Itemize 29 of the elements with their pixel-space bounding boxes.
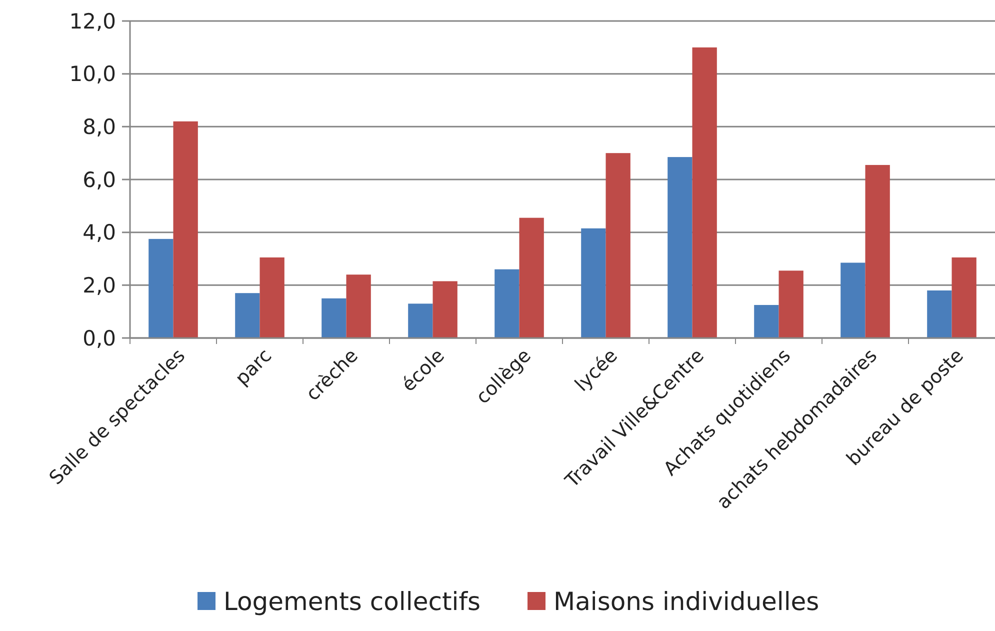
bar <box>865 164 890 338</box>
bar <box>692 47 717 338</box>
bar <box>148 238 174 338</box>
y-tick-label: 6,0 <box>82 168 116 192</box>
bar <box>606 153 630 338</box>
bar <box>668 157 692 338</box>
y-tick-label: 2,0 <box>82 274 116 298</box>
bar <box>173 121 198 338</box>
bar <box>840 262 866 338</box>
y-tick-label: 12,0 <box>69 9 116 34</box>
bar <box>322 298 346 338</box>
bar <box>952 257 976 338</box>
bar <box>519 218 544 338</box>
bar <box>581 228 606 338</box>
bar <box>754 304 779 338</box>
legend-label: Logements collectifs <box>224 586 481 616</box>
bar <box>778 270 804 338</box>
bar <box>494 269 520 338</box>
y-tick-label: 10,0 <box>69 62 116 86</box>
bar <box>346 274 371 338</box>
bar <box>235 293 260 338</box>
y-tick-label: 4,0 <box>82 220 116 245</box>
bar <box>432 281 458 338</box>
bar <box>260 257 284 338</box>
y-tick-label: 8,0 <box>82 115 116 140</box>
y-tick-label: 0,0 <box>82 326 116 350</box>
bar <box>408 304 433 338</box>
legend-label: Maisons individuelles <box>554 586 820 616</box>
bar <box>927 290 952 338</box>
